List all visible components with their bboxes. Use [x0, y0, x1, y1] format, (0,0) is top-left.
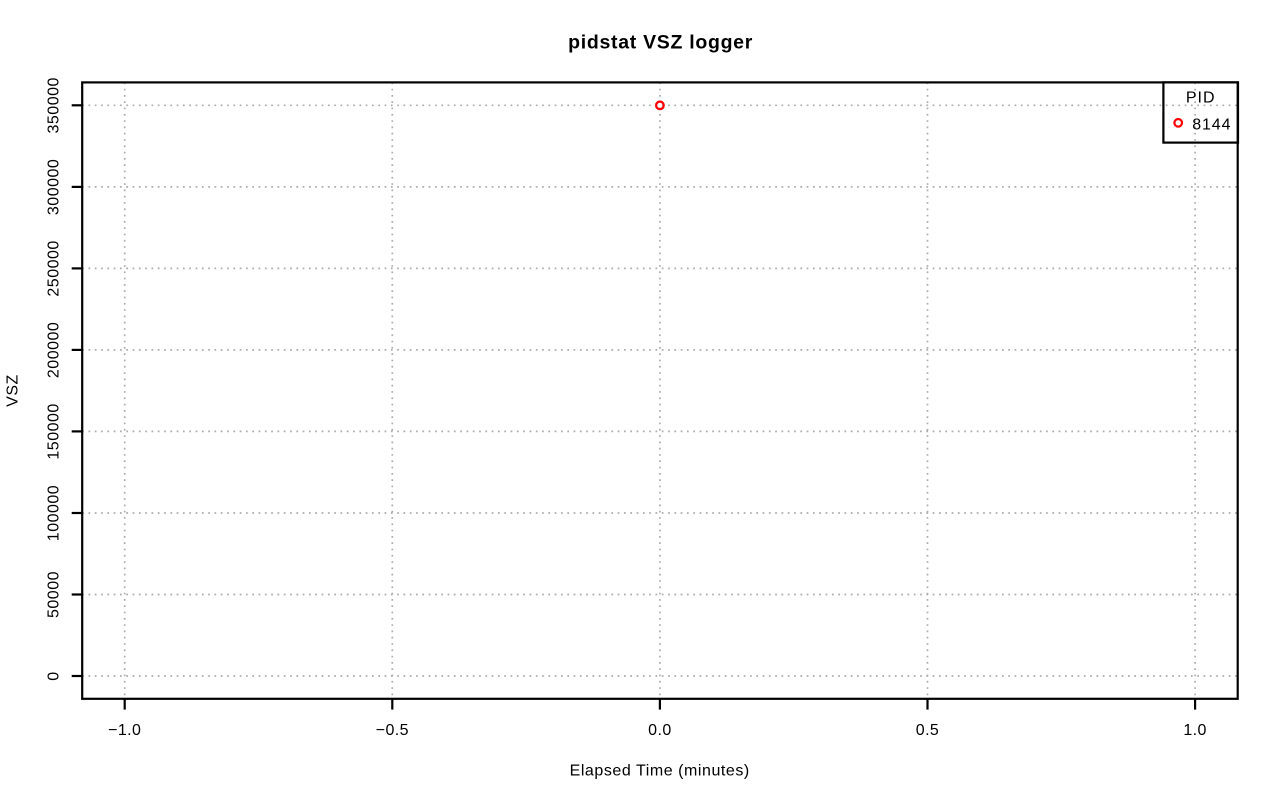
svg-text:300000: 300000: [45, 159, 62, 215]
svg-text:−1.0: −1.0: [108, 722, 141, 739]
svg-text:100000: 100000: [45, 485, 62, 541]
svg-text:Elapsed Time (minutes): Elapsed Time (minutes): [570, 762, 750, 779]
svg-text:−0.5: −0.5: [376, 722, 409, 739]
svg-text:350000: 350000: [45, 77, 62, 133]
svg-text:8144: 8144: [1192, 117, 1231, 134]
svg-text:0.5: 0.5: [916, 722, 939, 739]
svg-text:250000: 250000: [45, 240, 62, 296]
svg-text:50000: 50000: [45, 571, 62, 618]
svg-text:0: 0: [45, 671, 62, 680]
svg-text:PID: PID: [1186, 90, 1216, 107]
svg-text:pidstat VSZ logger: pidstat VSZ logger: [568, 32, 753, 54]
svg-text:150000: 150000: [45, 403, 62, 459]
svg-text:VSZ: VSZ: [5, 374, 22, 407]
svg-text:1.0: 1.0: [1183, 722, 1206, 739]
svg-text:200000: 200000: [45, 322, 62, 378]
svg-text:0.0: 0.0: [648, 722, 671, 739]
